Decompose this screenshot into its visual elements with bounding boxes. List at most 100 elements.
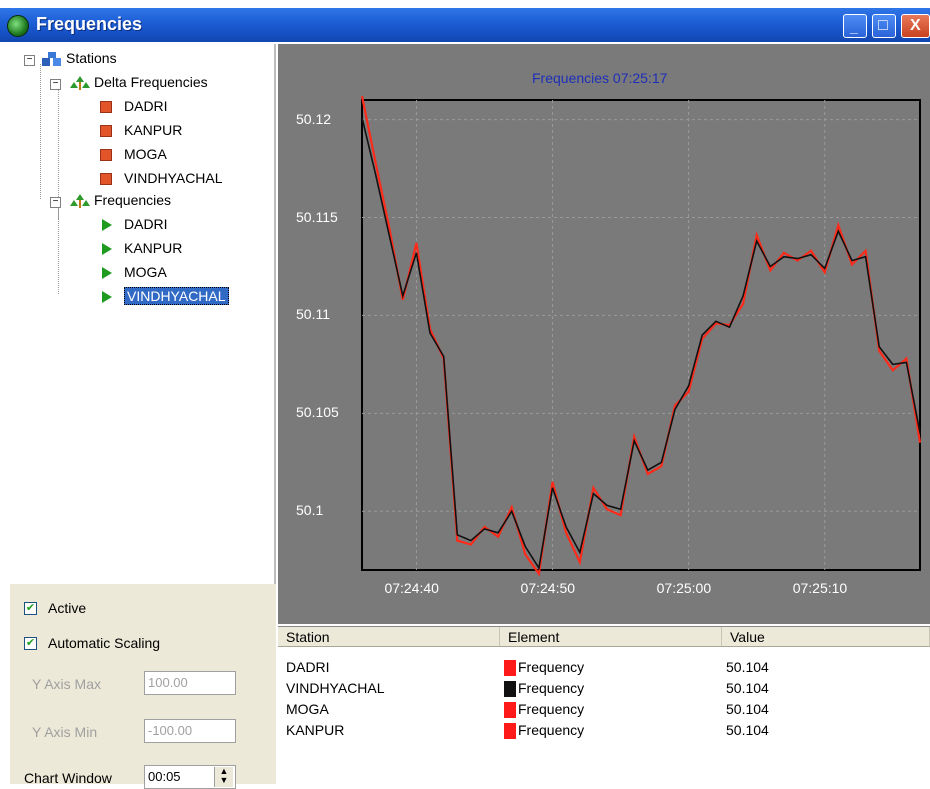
minimize-button[interactable]: _	[843, 14, 867, 38]
maximize-icon: □	[878, 17, 888, 34]
tree-group-delta-frequencies[interactable]: Delta Frequencies	[70, 72, 208, 92]
element-label: Frequency	[518, 659, 585, 675]
tree-item-delta-vindhyachal[interactable]: VINDHYACHAL	[100, 168, 223, 188]
y-tick-label: 50.115	[296, 208, 338, 225]
x-tick-label: 07:25:00	[656, 580, 712, 596]
table-cell-station: DADRI	[286, 659, 330, 675]
y-tick-label: 50.11	[296, 306, 330, 323]
tree-line	[58, 209, 59, 294]
table-cell-station: MOGA	[286, 701, 329, 717]
close-icon: X	[910, 17, 921, 34]
tree-root-stations[interactable]: Stations	[42, 48, 117, 68]
tree-group-label: Frequencies	[94, 192, 172, 208]
tree-item-freq-vindhyachal[interactable]: VINDHYACHAL	[102, 286, 229, 306]
tree-item-freq-kanpur[interactable]: KANPUR	[102, 238, 182, 258]
spinner-arrows-icon[interactable]: ▲ ▼	[214, 767, 233, 787]
column-header-value[interactable]: Value	[722, 627, 930, 647]
tree-item-label-selected: VINDHYACHAL	[124, 287, 229, 305]
title-bar: Frequencies _ □ X	[0, 8, 930, 42]
tree-root-label: Stations	[66, 50, 117, 66]
element-label: Frequency	[518, 680, 585, 696]
chart-window-spinner[interactable]: 00:05 ▲ ▼	[144, 765, 236, 789]
table-cell-element: Frequency	[504, 657, 584, 677]
tree-group-frequencies[interactable]: Frequencies	[70, 190, 171, 210]
y-tick-label: 50.12	[296, 110, 332, 127]
delta-square-icon	[100, 101, 112, 114]
tree-line	[40, 64, 41, 199]
stations-icon	[42, 52, 61, 67]
values-table: Station Element Value DADRI Frequency 50.1…	[278, 626, 930, 784]
y-axis-min-field[interactable]: -100.00	[144, 719, 236, 743]
play-arrow-icon	[102, 267, 112, 280]
station-group-icon	[70, 76, 90, 91]
y-tick-label: 50.105	[296, 404, 339, 421]
table-cell-value: 50.104	[726, 680, 769, 696]
y-axis-max-field[interactable]: 100.00	[144, 671, 236, 695]
y-axis-min-label: Y Axis Min	[32, 724, 98, 740]
expand-toggle-delta[interactable]: −	[50, 79, 61, 90]
play-arrow-icon	[102, 291, 112, 304]
series-color-swatch	[504, 702, 516, 719]
automatic-scaling-label: Automatic Scaling	[48, 635, 161, 651]
delta-square-icon	[100, 125, 112, 138]
tree-item-label: VINDHYACHAL	[124, 170, 223, 186]
table-cell-value: 50.104	[726, 722, 769, 738]
tree-line	[58, 89, 59, 219]
maximize-button[interactable]: □	[872, 14, 896, 38]
active-label: Active	[48, 600, 87, 616]
station-tree[interactable]: − Stations − Delta Frequencies DADRI KAN…	[10, 44, 276, 584]
expand-toggle-stations[interactable]: −	[24, 55, 35, 66]
tree-item-freq-dadri[interactable]: DADRI	[102, 214, 168, 234]
play-arrow-icon	[102, 219, 112, 232]
element-label: Frequency	[518, 701, 585, 717]
delta-square-icon	[100, 149, 112, 162]
left-panel: − Stations − Delta Frequencies DADRI KAN…	[10, 44, 276, 789]
tree-item-label: MOGA	[124, 264, 167, 280]
tree-item-delta-dadri[interactable]: DADRI	[100, 96, 168, 116]
series-line-0	[360, 95, 922, 577]
series-color-swatch	[504, 660, 516, 677]
table-cell-value: 50.104	[726, 659, 769, 675]
close-button[interactable]: X	[901, 14, 930, 38]
tree-group-label: Delta Frequencies	[94, 74, 208, 90]
table-cell-station: KANPUR	[286, 722, 345, 738]
chart-title: Frequencies 07:25:17	[532, 70, 668, 86]
column-header-element[interactable]: Element	[500, 627, 722, 647]
tree-item-label: DADRI	[124, 216, 168, 232]
active-checkbox[interactable]: ✔	[24, 602, 37, 615]
chart-window-label: Chart Window	[24, 770, 112, 786]
chart-window-value: 00:05	[148, 769, 181, 784]
options-panel: ✔ Active ✔ Automatic Scaling Y Axis Max …	[10, 584, 276, 789]
table-cell-element: Frequency	[504, 678, 584, 698]
automatic-scaling-checkbox[interactable]: ✔	[24, 637, 37, 650]
x-tick-label: 07:25:10	[792, 580, 848, 596]
tree-item-label: KANPUR	[124, 240, 183, 256]
tree-item-freq-moga[interactable]: MOGA	[102, 262, 167, 282]
play-arrow-icon	[102, 243, 112, 256]
table-cell-element: Frequency	[504, 699, 584, 719]
chart-pane: Frequencies 07:25:17 50.12 50.115 50.11 50.…	[278, 44, 930, 624]
tree-item-delta-moga[interactable]: MOGA	[100, 144, 167, 164]
minimize-icon: _	[850, 19, 858, 35]
series-color-swatch	[504, 681, 516, 698]
station-group-icon	[70, 194, 90, 209]
tree-item-delta-kanpur[interactable]: KANPUR	[100, 120, 182, 140]
table-cell-element: Frequency	[504, 720, 584, 740]
plot-area	[361, 99, 921, 571]
x-tick-label: 07:24:50	[520, 580, 576, 596]
series-color-swatch	[504, 723, 516, 740]
frequency-chart	[360, 95, 922, 577]
table-cell-station: VINDHYACHAL	[286, 680, 385, 696]
y-axis-max-label: Y Axis Max	[32, 676, 101, 692]
tree-item-label: KANPUR	[124, 122, 183, 138]
x-tick-label: 07:24:40	[384, 580, 439, 596]
table-cell-value: 50.104	[726, 701, 769, 717]
tree-item-label: DADRI	[124, 98, 168, 114]
column-header-station[interactable]: Station	[278, 627, 500, 647]
series-line-1	[361, 117, 921, 571]
expand-toggle-frequencies[interactable]: −	[50, 197, 61, 208]
delta-square-icon	[100, 173, 112, 186]
window-title: Frequencies	[36, 14, 143, 34]
element-label: Frequency	[518, 722, 585, 738]
app-icon	[7, 15, 29, 37]
